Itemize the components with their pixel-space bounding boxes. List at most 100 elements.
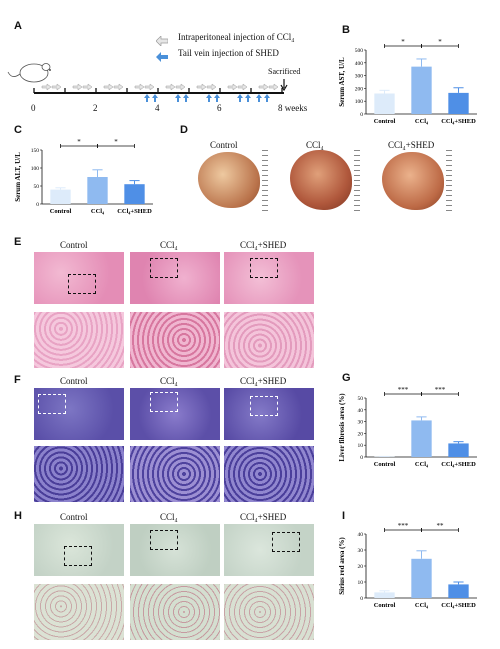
y-tick-label: 40 bbox=[358, 532, 364, 538]
sig-marker-1: * bbox=[114, 138, 118, 146]
y-axis-label: Sirius red area (%) bbox=[338, 537, 346, 595]
sirius-zoom-box-ccl4-shed bbox=[272, 532, 300, 552]
legend-ccl4-arrow bbox=[155, 33, 169, 47]
sirius-high-control bbox=[34, 584, 124, 640]
y-tick-label: 50 bbox=[34, 184, 40, 190]
category-label-2: CCl₄+SHED bbox=[117, 208, 152, 215]
sig-marker-1: * bbox=[438, 38, 442, 46]
sirius-high-ccl4-shed bbox=[224, 584, 314, 640]
category-label-1: CCl₄ bbox=[415, 602, 428, 609]
bar-0 bbox=[374, 592, 395, 598]
panel-label-i: I bbox=[342, 510, 346, 522]
he-low-control bbox=[34, 252, 124, 304]
legend-ccl4-text: Intraperitoneal injection of CCl₄ bbox=[178, 32, 295, 42]
liver-photo-ccl4 bbox=[290, 150, 352, 210]
timeline-axis bbox=[28, 82, 288, 104]
y-tick-label: 30 bbox=[358, 420, 364, 426]
y-tick-label: 50 bbox=[358, 396, 364, 402]
tick-6: 6 bbox=[217, 103, 222, 113]
y-tick-label: 10 bbox=[358, 443, 364, 449]
he-high-ccl4 bbox=[130, 312, 220, 368]
sirius-zoom-box-ccl4 bbox=[150, 530, 178, 550]
bar-1 bbox=[87, 177, 108, 204]
mouse-icon bbox=[6, 56, 56, 84]
y-tick-label: 400 bbox=[355, 61, 364, 67]
liver-photo-label-ccl4-shed: CCl₄+SHED bbox=[388, 140, 435, 150]
panel-label-b: B bbox=[342, 24, 350, 36]
he-high-control bbox=[34, 312, 124, 368]
sig-marker-0: *** bbox=[398, 522, 409, 530]
he-low-ccl4-shed bbox=[224, 252, 314, 304]
masson-label-ccl4-shed: CCl₄+SHED bbox=[240, 376, 287, 386]
sacrificed-arrow bbox=[280, 78, 288, 92]
liver-photo-ccl4-shed bbox=[382, 152, 444, 210]
he-label-ccl4: CCl₄ bbox=[160, 240, 178, 250]
sig-marker-0: *** bbox=[398, 386, 409, 394]
y-tick-label: 0 bbox=[360, 112, 363, 118]
chart-c-serum-alt: Serum ALT, U/L 0 50 100 150 Control CCl₄ CCl₄+S… bbox=[14, 138, 153, 215]
panel-label-d: D bbox=[180, 124, 188, 136]
masson-zoom-box-ccl4 bbox=[150, 392, 178, 412]
category-label-2: CCl₄+SHED bbox=[441, 602, 476, 609]
sirius-low-ccl4 bbox=[130, 524, 220, 576]
bar-2 bbox=[448, 584, 469, 598]
y-tick-label: 0 bbox=[36, 202, 39, 208]
sig-marker-1: *** bbox=[435, 386, 446, 394]
bar-2 bbox=[448, 443, 469, 457]
sirius-label-control: Control bbox=[60, 512, 88, 522]
masson-high-ccl4 bbox=[130, 446, 220, 502]
panel-label-a: A bbox=[14, 20, 22, 32]
category-label-2: CCl₄+SHED bbox=[441, 461, 476, 468]
panel-label-h: H bbox=[14, 510, 22, 522]
bar-1 bbox=[411, 66, 432, 114]
he-zoom-box-control bbox=[68, 274, 96, 294]
masson-low-control bbox=[34, 388, 124, 440]
chart-i-sirius-red: Sirius red area (%) 0 10 20 30 40 Control CCl₄ C… bbox=[338, 522, 477, 609]
he-zoom-box-ccl4 bbox=[150, 258, 178, 278]
y-tick-label: 20 bbox=[358, 431, 364, 437]
he-label-control: Control bbox=[60, 240, 88, 250]
masson-high-ccl4-shed bbox=[224, 446, 314, 502]
chart-g-liver-fibrosis: Liver fibrosis area (%) 0 10 20 30 40 50 Contro… bbox=[338, 386, 477, 468]
legend-shed-text: Tail vein injection of SHED bbox=[178, 48, 279, 58]
liver-photo-control bbox=[198, 152, 260, 208]
y-tick-label: 10 bbox=[358, 580, 364, 586]
panel-label-c: C bbox=[14, 124, 22, 136]
masson-high-control bbox=[34, 446, 124, 502]
tick-8-weeks: 8 weeks bbox=[278, 103, 308, 113]
he-low-ccl4 bbox=[130, 252, 220, 304]
y-tick-label: 150 bbox=[31, 148, 40, 154]
category-label-2: CCl₄+SHED bbox=[441, 118, 476, 125]
panel-label-g: G bbox=[342, 372, 351, 384]
y-tick-label: 0 bbox=[360, 455, 363, 461]
ruler-ccl4 bbox=[354, 150, 360, 212]
y-tick-label: 20 bbox=[358, 564, 364, 570]
bar-1 bbox=[411, 558, 432, 598]
tick-0: 0 bbox=[31, 103, 36, 113]
masson-low-ccl4 bbox=[130, 388, 220, 440]
y-axis-label: Serum AST, U/L bbox=[338, 57, 346, 107]
ruler-control bbox=[262, 150, 268, 212]
bar-2 bbox=[124, 184, 145, 204]
category-label-0: Control bbox=[374, 602, 396, 609]
tick-2: 2 bbox=[93, 103, 98, 113]
sig-marker-0: * bbox=[77, 138, 81, 146]
liver-photo-label-control: Control bbox=[210, 140, 238, 150]
y-tick-label: 40 bbox=[358, 408, 364, 414]
category-label-0: Control bbox=[374, 118, 396, 125]
legend-shed-arrow bbox=[156, 49, 168, 62]
category-label-0: Control bbox=[50, 208, 72, 215]
y-tick-label: 100 bbox=[355, 99, 364, 105]
sirius-low-control bbox=[34, 524, 124, 576]
y-axis-label: Liver fibrosis area (%) bbox=[338, 393, 346, 462]
y-tick-label: 300 bbox=[355, 74, 364, 80]
masson-zoom-box-control bbox=[38, 394, 66, 414]
he-high-ccl4-shed bbox=[224, 312, 314, 368]
y-tick-label: 100 bbox=[31, 166, 40, 172]
bar-2 bbox=[448, 92, 469, 114]
sirius-high-ccl4 bbox=[130, 584, 220, 640]
category-label-0: Control bbox=[374, 461, 396, 468]
bar-0 bbox=[50, 189, 71, 204]
bar-0 bbox=[374, 93, 395, 114]
masson-label-control: Control bbox=[60, 376, 88, 386]
